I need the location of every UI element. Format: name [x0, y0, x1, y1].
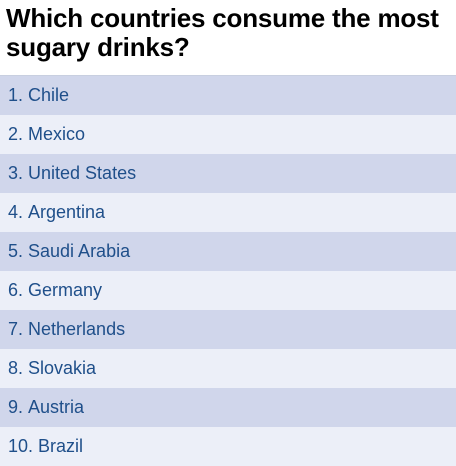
country-label: Argentina [28, 202, 106, 222]
rank-label: 1. [8, 85, 24, 105]
rank-label: 10. [8, 436, 34, 456]
table-row: 1. Chile [0, 76, 456, 115]
country-label: Chile [28, 85, 70, 105]
rank-label: 6. [8, 280, 24, 300]
country-label: Germany [28, 280, 103, 300]
rank-label: 5. [8, 241, 24, 261]
rank-label: 9. [8, 397, 24, 417]
title-divider [0, 75, 456, 76]
rank-label: 7. [8, 319, 24, 339]
table-row: 9. Austria [0, 388, 456, 427]
table-row: 8. Slovakia [0, 349, 456, 388]
table-row: 6. Germany [0, 271, 456, 310]
country-label: United States [28, 163, 137, 183]
country-label: Brazil [38, 436, 84, 456]
country-label: Austria [28, 397, 85, 417]
table-row: 7. Netherlands [0, 310, 456, 349]
chart-title: Which countries consume the most sugary … [6, 3, 439, 62]
country-label: Mexico [28, 124, 86, 144]
rank-label: 3. [8, 163, 24, 183]
country-label: Saudi Arabia [28, 241, 131, 261]
country-label: Slovakia [28, 358, 97, 378]
ranking-table: 1. Chile 2. Mexico 3. United States 4. Argentin… [0, 76, 456, 466]
rank-label: 4. [8, 202, 24, 222]
table-row: 2. Mexico [0, 115, 456, 154]
table-row: 5. Saudi Arabia [0, 232, 456, 271]
rank-label: 8. [8, 358, 24, 378]
table-row: 3. United States [0, 154, 456, 193]
table-row: 10. Brazil [0, 427, 456, 466]
country-label: Netherlands [28, 319, 126, 339]
table-row: 4. Argentina [0, 193, 456, 232]
rank-label: 2. [8, 124, 24, 144]
